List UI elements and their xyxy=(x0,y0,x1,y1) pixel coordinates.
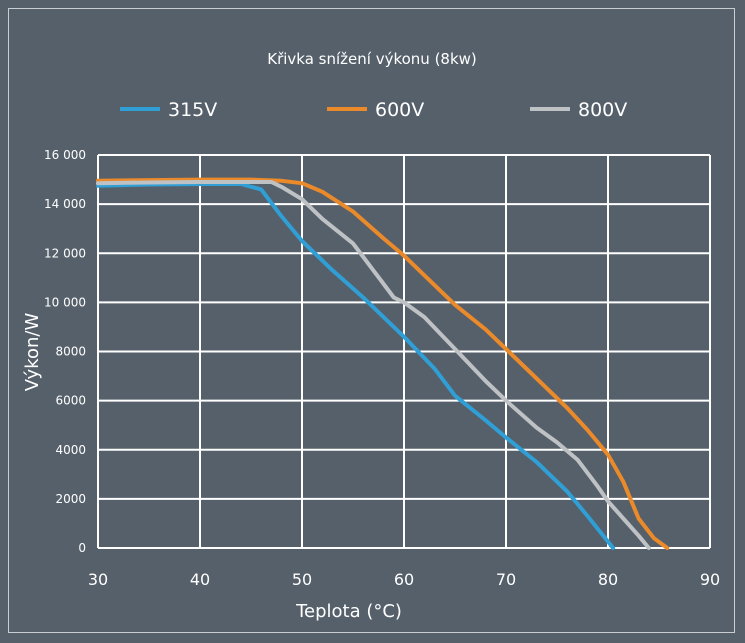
chart-title: Křivka snížení výkonu (8kw) xyxy=(267,50,477,68)
x-tick-label: 30 xyxy=(88,570,108,589)
y-tick-label: 4000 xyxy=(55,443,86,457)
legend-label-800V: 800V xyxy=(578,99,627,121)
legend-label-600V: 600V xyxy=(375,99,424,121)
y-tick-label: 12 000 xyxy=(44,246,86,260)
x-tick-label: 80 xyxy=(598,570,618,589)
y-tick-label: 6000 xyxy=(55,394,86,408)
x-tick-label: 50 xyxy=(292,570,312,589)
x-axis-label: Teplota (°C) xyxy=(295,601,402,622)
x-tick-label: 70 xyxy=(496,570,516,589)
x-tick-label: 90 xyxy=(700,570,720,589)
y-tick-label: 14 000 xyxy=(44,197,86,211)
x-tick-label: 60 xyxy=(394,570,414,589)
x-tick-label: 40 xyxy=(190,570,210,589)
series-line-600V xyxy=(96,177,670,550)
chart-legend: 315V 600V 800V xyxy=(120,99,627,121)
plot-area: 0 2000 4000 6000 8000 10 000 12 000 14 000 16 00… xyxy=(44,148,720,589)
y-axis-label: Výkon/W xyxy=(22,313,43,392)
y-tick-label: 0 xyxy=(78,541,86,555)
chart-frame xyxy=(8,8,735,633)
series-line-315V xyxy=(96,182,616,550)
legend-label-315V: 315V xyxy=(168,99,217,121)
series-line-800V xyxy=(96,180,651,550)
y-tick-label: 2000 xyxy=(55,492,86,506)
y-tick-label: 8000 xyxy=(55,345,86,359)
y-tick-label: 16 000 xyxy=(44,148,86,162)
y-tick-label: 10 000 xyxy=(44,295,86,309)
